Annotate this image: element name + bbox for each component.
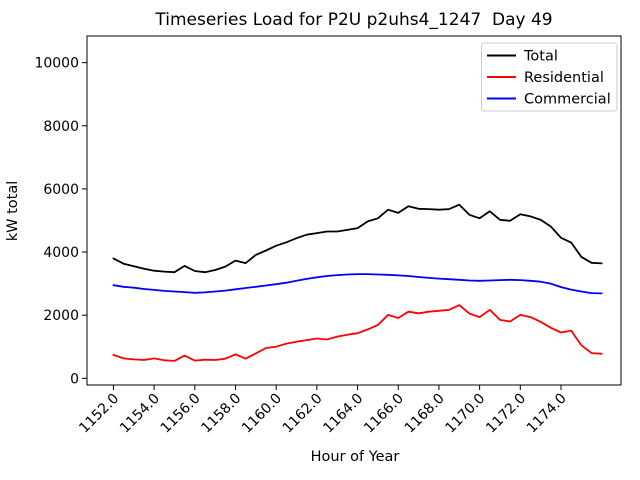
legend-label-commercial: Commercial: [524, 92, 611, 108]
data-series: [112, 203, 603, 362]
y-axis-ticks: 0 2000 4000 6000 8000 10000: [34, 56, 87, 387]
x-tick-label: 1154.0: [117, 391, 163, 437]
legend-box: [481, 42, 618, 112]
y-tick-label: 10000: [34, 56, 79, 72]
x-tick-label: 1168.0: [402, 391, 448, 437]
y-axis-label: kW total: [5, 181, 21, 242]
y-tick-label: 8000: [43, 119, 79, 135]
total-line: [112, 203, 603, 274]
x-axis-label: Hour of Year: [311, 449, 400, 465]
y-tick-label: 2000: [43, 308, 79, 324]
x-tick-label: 1172.0: [483, 391, 529, 437]
x-tick-label: 1152.0: [76, 391, 122, 437]
y-tick-label: 4000: [43, 245, 79, 261]
legend-label-residential: Residential: [524, 70, 604, 86]
x-tick-label: 1158.0: [198, 391, 244, 437]
y-tick-label: 0: [70, 371, 79, 387]
x-tick-label: 1156.0: [158, 391, 204, 437]
y-tick-label: 6000: [43, 182, 79, 198]
x-tick-label: 1160.0: [239, 391, 285, 437]
x-tick-label: 1166.0: [361, 391, 407, 437]
x-tick-label: 1174.0: [524, 391, 570, 437]
residential-line: [112, 304, 603, 362]
x-tick-label: 1164.0: [320, 391, 366, 437]
x-tick-label: 1162.0: [280, 391, 326, 437]
commercial-line: [112, 273, 603, 295]
legend: Total Residential Commercial: [481, 42, 618, 112]
chart-title: Timeseries Load for P2U p2uhs4_1247 Day …: [154, 10, 552, 30]
x-tick-label: 1170.0: [442, 391, 488, 437]
x-axis-ticks: 1152.01154.01156.01158.01160.01162.01164…: [76, 385, 570, 436]
legend-label-total: Total: [523, 49, 558, 65]
